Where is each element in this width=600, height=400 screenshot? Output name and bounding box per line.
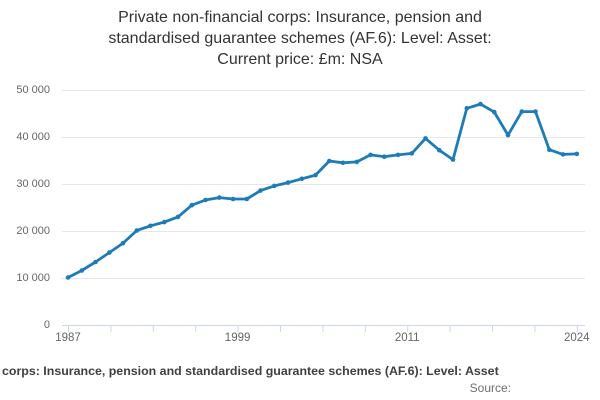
data-point-marker — [423, 136, 428, 141]
chart-title-line-3: Current price: £m: NSA — [217, 51, 383, 68]
data-point-marker — [244, 196, 250, 202]
y-axis-label: 10 000 — [16, 272, 50, 284]
data-point-marker — [450, 157, 456, 162]
data-point-marker — [313, 172, 318, 178]
data-point-marker — [299, 176, 305, 182]
data-point-marker — [574, 151, 580, 157]
x-axis-label: 1999 — [224, 332, 251, 344]
data-point-marker — [340, 160, 346, 166]
y-axis-label: 50 000 — [16, 84, 50, 96]
data-line — [66, 102, 579, 279]
data-point-marker — [354, 159, 360, 165]
data-point-marker — [258, 188, 263, 193]
data-point-marker — [533, 109, 538, 114]
source-label: Source: — [469, 381, 511, 395]
data-point-marker — [519, 109, 525, 114]
data-point-marker — [93, 259, 98, 265]
data-point-marker — [79, 268, 85, 273]
data-point-marker — [478, 101, 483, 107]
data-point-marker — [120, 240, 126, 246]
y-axis-label: 20 000 — [16, 225, 50, 237]
x-axis-label: 1987 — [55, 332, 81, 344]
data-point-marker — [492, 109, 497, 115]
data-point-marker — [382, 154, 387, 159]
data-point-marker — [395, 152, 401, 158]
data-point-marker — [409, 151, 415, 156]
data-point-marker — [148, 223, 153, 229]
data-point-marker — [65, 275, 71, 280]
x-axis-label: 2024 — [564, 332, 590, 344]
data-point-marker — [285, 180, 291, 185]
chart-title: Private non-financial corps: Insurance, … — [0, 7, 600, 70]
chart-title-line-1: Private non-financial corps: Insurance, … — [118, 9, 482, 26]
data-point-marker — [162, 219, 167, 225]
data-point-marker — [464, 106, 470, 111]
data-point-marker — [560, 152, 566, 157]
chart-caption: corps: Insurance, pension and standardis… — [2, 364, 499, 378]
chart-title-line-2: standardised guarantee schemes (AF.6): L… — [108, 30, 492, 47]
data-point-marker — [505, 132, 511, 138]
data-point-marker — [134, 228, 140, 233]
data-point-marker — [203, 197, 208, 203]
data-point-marker — [217, 195, 222, 200]
y-axis-label: 0 — [43, 319, 50, 331]
data-point-marker — [189, 202, 195, 208]
data-point-marker — [547, 147, 552, 152]
data-point-marker — [175, 214, 181, 220]
data-point-marker — [368, 152, 373, 158]
data-point-marker — [107, 250, 112, 255]
y-axis-label: 30 000 — [16, 178, 50, 190]
data-point-marker — [437, 147, 442, 153]
y-axis-label: 40 000 — [16, 131, 50, 143]
data-point-marker — [230, 196, 236, 202]
data-point-marker — [327, 158, 332, 164]
x-axis-label: 2011 — [394, 332, 420, 344]
data-point-marker — [272, 183, 277, 189]
